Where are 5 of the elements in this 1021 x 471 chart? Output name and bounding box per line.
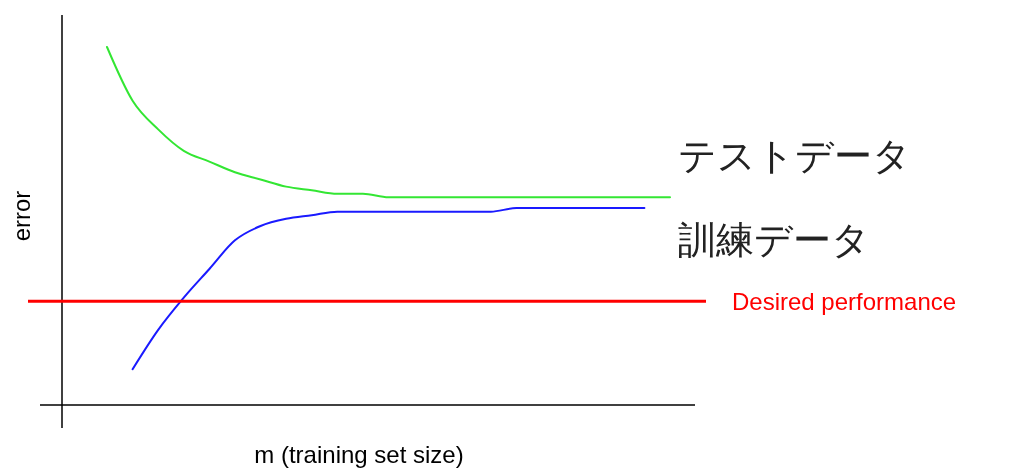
series-label: テストデータ: [678, 134, 911, 179]
series-label: 訓練データ: [678, 218, 870, 263]
y-axis-title: error: [8, 190, 35, 242]
x-axis-title: m (training set size): [254, 441, 464, 468]
ref-line-label: Desired performance: [732, 288, 957, 316]
